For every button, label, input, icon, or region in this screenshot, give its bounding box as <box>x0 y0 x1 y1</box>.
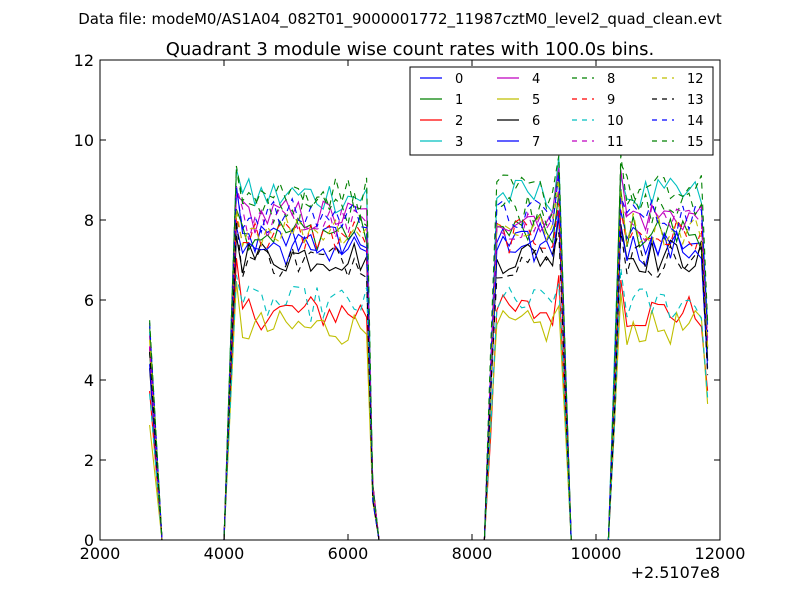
chart-title: Quadrant 3 module wise count rates with … <box>166 39 655 60</box>
x-tick-label: 10000 <box>571 544 622 563</box>
series-line-9 <box>149 203 709 541</box>
x-tick-label: 4000 <box>204 544 245 563</box>
legend-label-11: 11 <box>607 135 624 150</box>
legend-label-9: 9 <box>607 93 615 108</box>
series-line-10 <box>149 268 709 541</box>
series-line-7 <box>149 213 709 541</box>
y-tick-label: 0 <box>84 531 94 550</box>
legend-label-0: 0 <box>455 72 463 87</box>
legend-label-14: 14 <box>687 114 704 129</box>
series-line-3 <box>149 156 709 541</box>
series-line-5 <box>149 281 709 541</box>
legend-box <box>409 66 714 156</box>
y-tick-label: 12 <box>74 51 94 70</box>
legend-label-10: 10 <box>607 114 624 129</box>
legend-label-13: 13 <box>687 93 704 108</box>
legend-label-6: 6 <box>532 114 540 129</box>
series-line-15 <box>149 155 709 541</box>
legend-label-1: 1 <box>455 93 463 108</box>
y-tick-label: 6 <box>84 291 94 310</box>
suptitle: Data file: modeM0/AS1A04_082T01_90000017… <box>78 10 722 29</box>
legend-label-5: 5 <box>532 93 540 108</box>
legend-label-15: 15 <box>687 135 704 150</box>
x-tick-label: 2000 <box>80 544 121 563</box>
series-line-13 <box>149 220 709 541</box>
plot-lines <box>149 154 709 541</box>
legend-label-3: 3 <box>455 135 463 150</box>
series-line-12 <box>149 180 709 541</box>
y-tick-label: 10 <box>74 131 94 150</box>
x-tick-label: 8000 <box>452 544 493 563</box>
legend-label-4: 4 <box>532 72 540 87</box>
legend-label-12: 12 <box>687 72 704 87</box>
y-tick-label: 2 <box>84 451 94 470</box>
x-tick-label: 12000 <box>695 544 746 563</box>
legend-label-8: 8 <box>607 72 615 87</box>
legend-label-2: 2 <box>455 114 463 129</box>
y-tick-label: 4 <box>84 371 94 390</box>
y-tick-label: 8 <box>84 211 94 230</box>
x-offset-label: +2.5107e8 <box>631 563 720 582</box>
legend-label-7: 7 <box>532 135 540 150</box>
series-line-14 <box>149 173 709 541</box>
x-tick-label: 6000 <box>328 544 369 563</box>
